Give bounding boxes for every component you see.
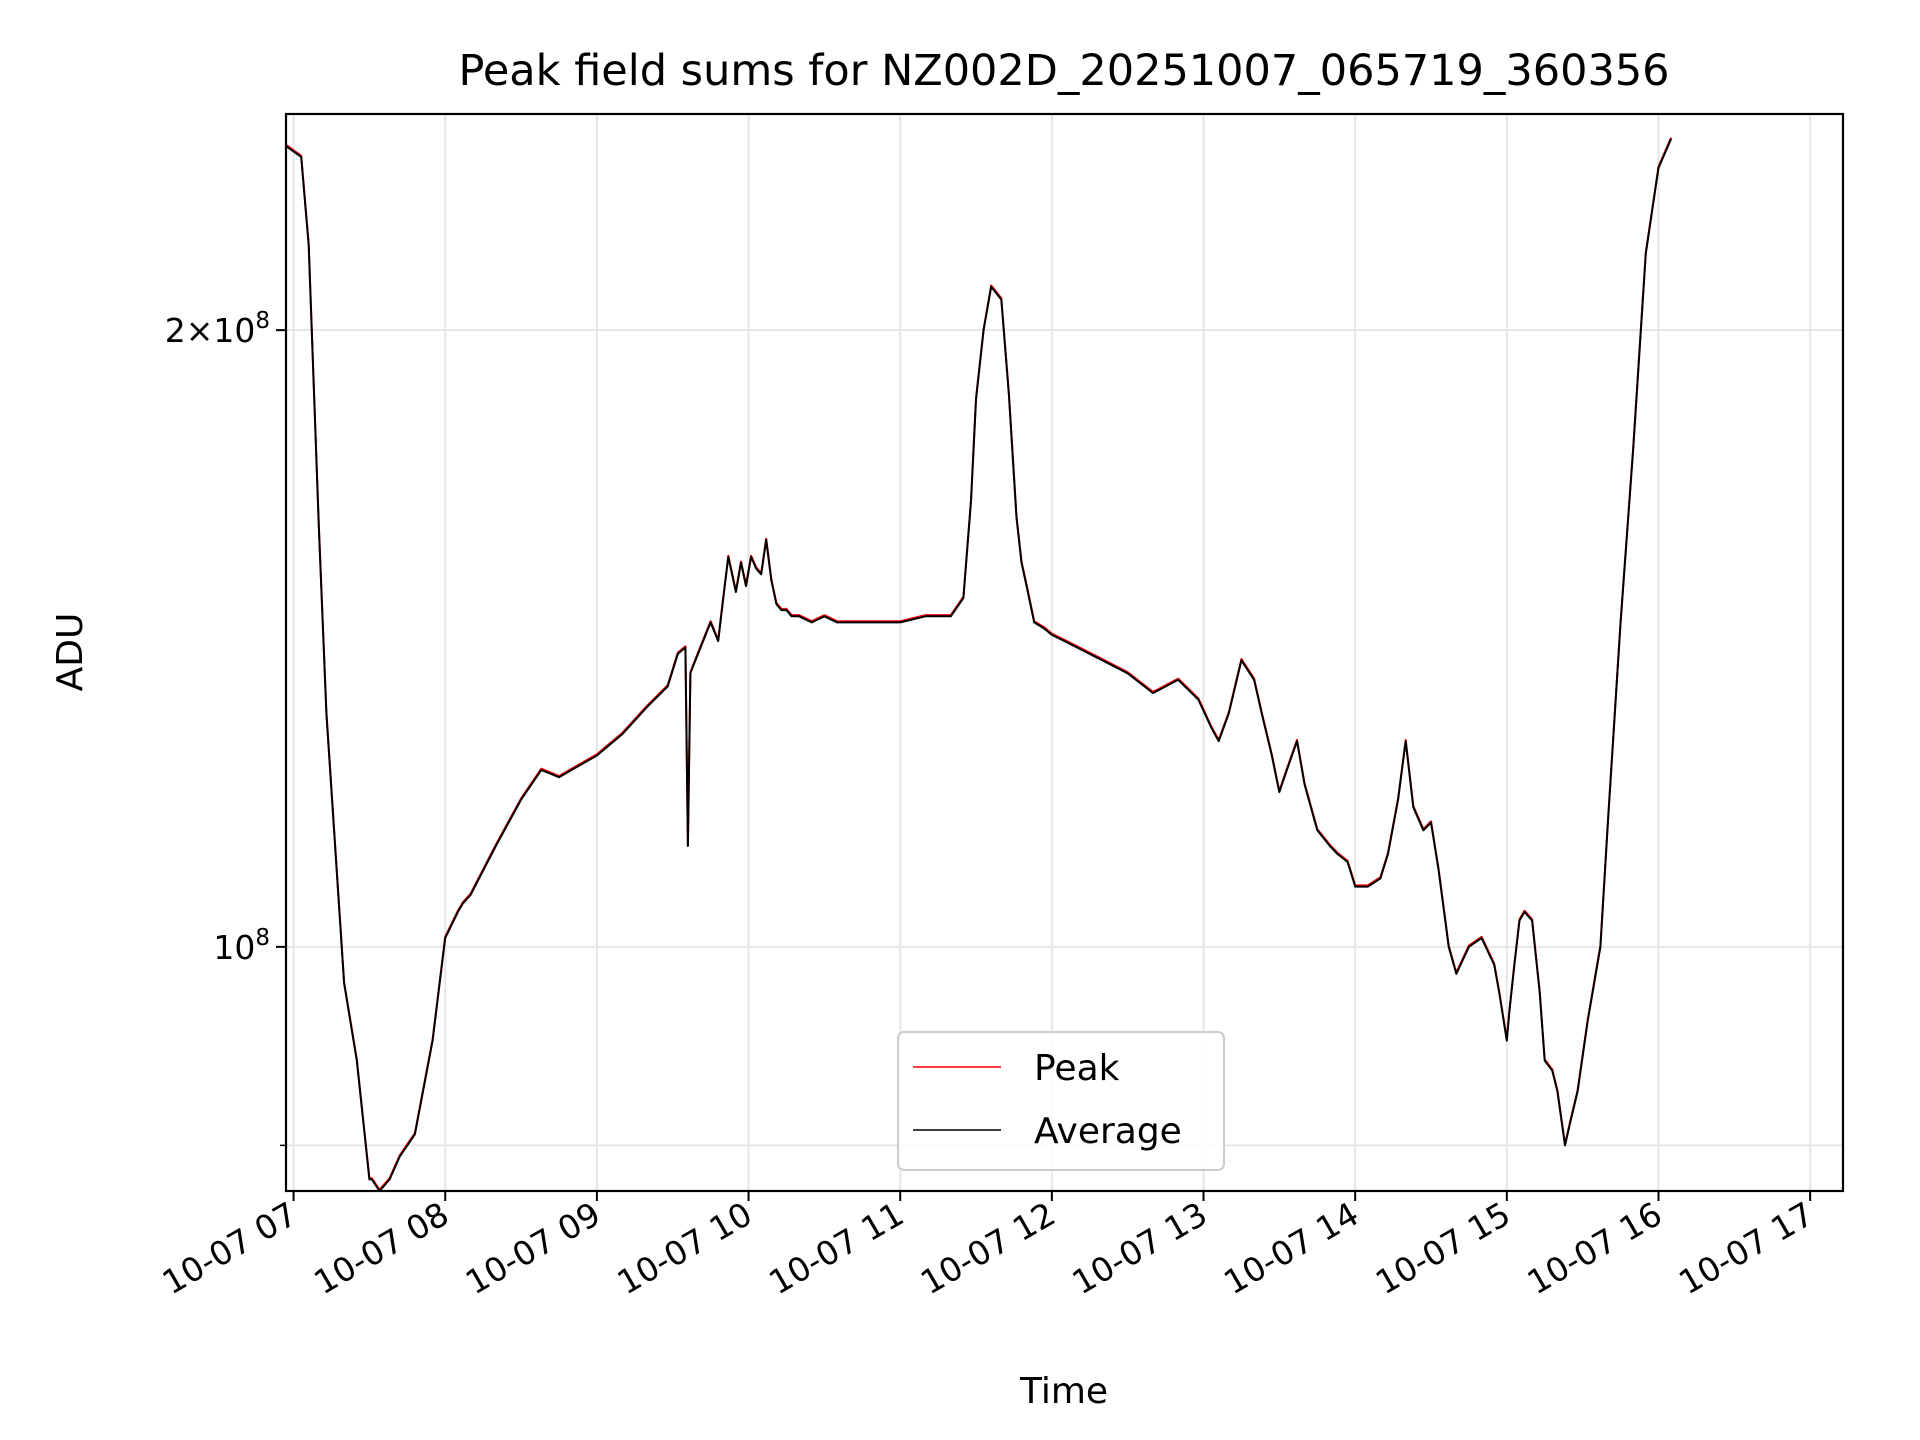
x-axis-label: Time [1019,1371,1108,1412]
legend-average-label: Average [1034,1111,1182,1152]
series-average-line [285,138,1673,1192]
y-axis-label: ADU [50,613,91,692]
plot-lines [285,137,1673,1192]
legend-peak-label: Peak [1034,1048,1120,1089]
plot-frame [284,112,1845,1193]
chart-title: Peak field sums for NZ002D_20251007_0657… [458,46,1669,96]
y-tick-label: 108 [213,925,270,967]
legend: Peak Average [897,1031,1225,1171]
y-tick-label: 2×108 [165,308,270,350]
y-axis-ticks: 108 2×108 [165,308,286,1147]
